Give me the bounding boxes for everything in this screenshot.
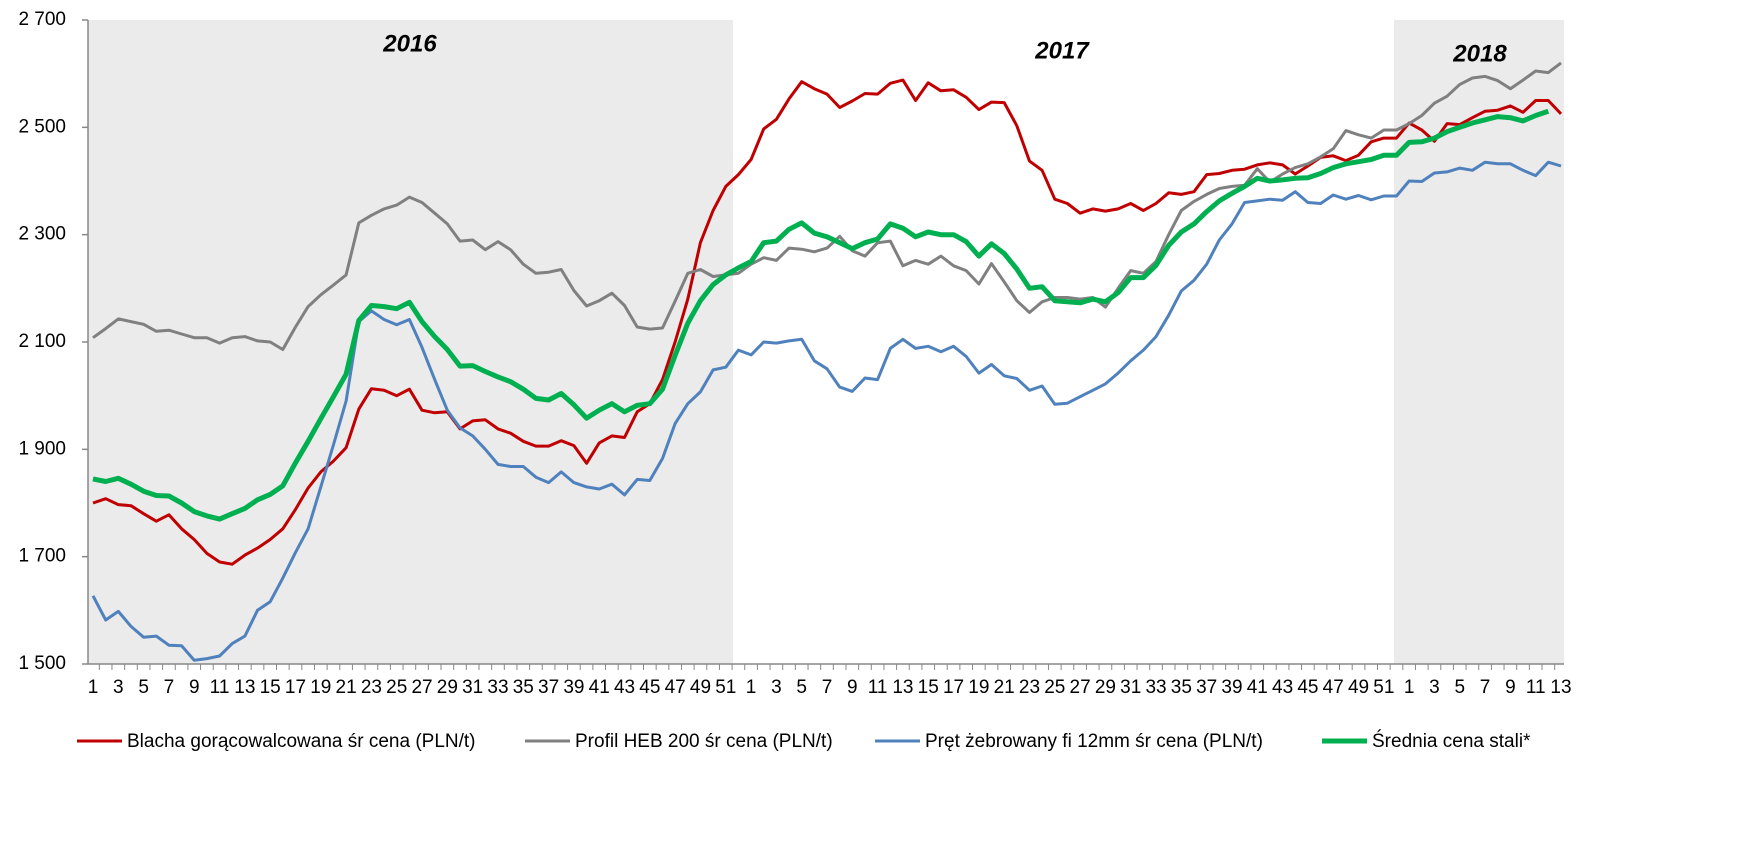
legend-label: Pręt żebrowany fi 12mm śr cena (PLN/t) bbox=[925, 731, 1263, 752]
x-tick-label: 25 bbox=[386, 677, 407, 698]
x-tick-label: 23 bbox=[1019, 677, 1040, 698]
x-tick-label: 27 bbox=[1070, 677, 1091, 698]
legend-label: Profil HEB 200 śr cena (PLN/t) bbox=[575, 731, 833, 752]
x-tick-label: 5 bbox=[796, 677, 807, 698]
y-tick-label: 1 500 bbox=[18, 653, 66, 674]
x-tick-label: 51 bbox=[1373, 677, 1394, 698]
x-tick-label: 9 bbox=[1505, 677, 1516, 698]
x-tick-label: 7 bbox=[164, 677, 175, 698]
x-tick-label: 33 bbox=[1145, 677, 1166, 698]
x-tick-label: 13 bbox=[892, 677, 913, 698]
x-tick-label: 39 bbox=[1221, 677, 1242, 698]
x-tick-label: 19 bbox=[310, 677, 331, 698]
x-tick-label: 7 bbox=[1480, 677, 1491, 698]
series-line bbox=[91, 160, 1562, 662]
x-tick-label: 5 bbox=[138, 677, 149, 698]
x-tick-label: 35 bbox=[513, 677, 534, 698]
x-tick-label: 13 bbox=[234, 677, 255, 698]
series-line bbox=[92, 108, 1550, 522]
x-tick-label: 13 bbox=[1550, 677, 1571, 698]
y-tick-label: 1 900 bbox=[18, 438, 66, 459]
x-tick-label: 43 bbox=[1272, 677, 1293, 698]
x-tick-label: 31 bbox=[462, 677, 483, 698]
x-tick-label: 45 bbox=[639, 677, 660, 698]
x-tick-label: 43 bbox=[614, 677, 635, 698]
shade-2018 bbox=[1394, 20, 1564, 664]
x-tick-label: 49 bbox=[690, 677, 711, 698]
x-tick-label: 39 bbox=[563, 677, 584, 698]
legend-label: Średnia cena stali* bbox=[1372, 730, 1531, 752]
x-tick-label: 29 bbox=[1095, 677, 1116, 698]
x-tick-label: 47 bbox=[665, 677, 686, 698]
x-tick-label: 1 bbox=[1404, 677, 1415, 698]
y-tick-label: 2 300 bbox=[18, 224, 66, 245]
x-tick-label: 3 bbox=[113, 677, 124, 698]
x-tick-label: 1 bbox=[746, 677, 757, 698]
x-tick-label: 3 bbox=[771, 677, 782, 698]
y-tick-label: 2 700 bbox=[18, 9, 66, 30]
series-line bbox=[92, 61, 1562, 351]
x-tick-label: 15 bbox=[260, 677, 281, 698]
x-tick-label: 41 bbox=[589, 677, 610, 698]
x-tick-label: 51 bbox=[715, 677, 736, 698]
x-tick-label: 11 bbox=[210, 677, 230, 698]
y-tick-label: 2 500 bbox=[18, 116, 66, 137]
x-tick-label: 37 bbox=[538, 677, 559, 698]
x-tick-label: 23 bbox=[361, 677, 382, 698]
x-tick-label: 45 bbox=[1297, 677, 1318, 698]
x-tick-label: 37 bbox=[1196, 677, 1217, 698]
x-tick-label: 47 bbox=[1323, 677, 1344, 698]
year-label: 2018 bbox=[1452, 40, 1507, 67]
x-tick-label: 17 bbox=[943, 677, 964, 698]
x-tick-label: 15 bbox=[918, 677, 939, 698]
x-tick-label: 41 bbox=[1247, 677, 1268, 698]
x-tick-label: 21 bbox=[336, 677, 357, 698]
x-tick-label: 35 bbox=[1171, 677, 1192, 698]
x-tick-label: 29 bbox=[437, 677, 458, 698]
legend-label: Blacha gorącowalcowana śr cena (PLN/t) bbox=[127, 731, 476, 752]
x-tick-label: 19 bbox=[968, 677, 989, 698]
shade-2016 bbox=[88, 20, 733, 664]
x-tick-label: 31 bbox=[1120, 677, 1141, 698]
y-tick-label: 1 700 bbox=[18, 546, 66, 567]
x-tick-label: 49 bbox=[1348, 677, 1369, 698]
x-tick-label: 9 bbox=[847, 677, 858, 698]
x-tick-label: 17 bbox=[285, 677, 306, 698]
y-tick-label: 2 100 bbox=[18, 331, 66, 352]
year-label: 2017 bbox=[1034, 37, 1090, 64]
x-tick-label: 9 bbox=[189, 677, 200, 698]
x-tick-label: 25 bbox=[1044, 677, 1065, 698]
x-tick-label: 5 bbox=[1454, 677, 1465, 698]
x-tick-label: 1 bbox=[88, 677, 99, 698]
x-tick-label: 21 bbox=[994, 677, 1015, 698]
year-label: 2016 bbox=[382, 30, 437, 57]
x-tick-label: 27 bbox=[411, 677, 432, 698]
x-tick-label: 33 bbox=[487, 677, 508, 698]
x-tick-label: 7 bbox=[822, 677, 833, 698]
x-tick-label: 11 bbox=[1526, 677, 1546, 698]
x-tick-label: 3 bbox=[1429, 677, 1440, 698]
x-tick-label: 11 bbox=[868, 677, 888, 698]
